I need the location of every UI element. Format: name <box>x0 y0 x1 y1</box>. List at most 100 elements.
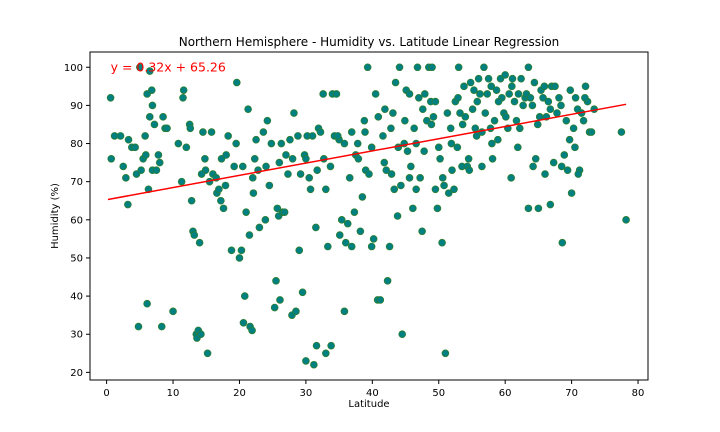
data-point <box>473 97 482 106</box>
data-point <box>237 246 246 255</box>
data-point <box>581 93 589 102</box>
data-point <box>441 349 450 358</box>
data-point <box>365 170 373 178</box>
data-point <box>519 101 527 110</box>
data-point <box>319 90 327 98</box>
data-point <box>245 231 254 239</box>
data-point <box>242 208 250 216</box>
data-point <box>203 349 212 358</box>
data-point <box>286 135 294 144</box>
y-tick-label: 20 <box>70 368 83 379</box>
data-point <box>298 288 307 297</box>
x-tick-label: 50 <box>432 388 445 399</box>
data-point <box>427 120 436 129</box>
data-point <box>471 124 480 133</box>
data-point <box>409 204 417 213</box>
data-point <box>137 166 145 175</box>
data-point <box>501 71 509 79</box>
data-point <box>275 158 284 167</box>
data-point <box>450 185 458 194</box>
regression-line <box>107 103 627 201</box>
data-point <box>448 166 456 175</box>
data-point <box>222 151 230 159</box>
data-point <box>412 185 420 194</box>
data-point <box>347 242 356 251</box>
data-point <box>312 223 320 232</box>
data-point <box>382 166 391 175</box>
data-point <box>562 116 571 125</box>
data-point <box>252 135 260 144</box>
data-point <box>502 113 510 121</box>
y-tick-label: 60 <box>70 215 83 226</box>
data-point <box>407 162 415 171</box>
data-point <box>361 128 369 136</box>
data-point <box>174 139 183 148</box>
data-point <box>513 143 522 152</box>
data-point <box>395 63 404 72</box>
regression-equation: y = 0.32x + 65.26 <box>111 59 226 74</box>
data-point <box>474 74 483 83</box>
data-point <box>232 139 240 148</box>
data-point <box>340 139 349 148</box>
data-point <box>551 82 559 91</box>
data-point <box>367 143 376 152</box>
data-point <box>259 128 268 136</box>
data-point <box>428 63 436 72</box>
data-point <box>219 204 228 213</box>
x-axis-label: Latitude <box>348 399 389 410</box>
data-point <box>356 227 365 236</box>
data-point <box>466 78 475 87</box>
data-point <box>367 242 376 251</box>
data-point <box>387 170 396 178</box>
data-point <box>240 292 249 300</box>
plot-frame <box>89 51 649 381</box>
data-point <box>391 78 400 87</box>
data-point <box>353 139 362 148</box>
data-point <box>332 90 341 98</box>
data-point <box>557 162 566 171</box>
data-point <box>310 360 318 369</box>
data-point <box>143 299 151 308</box>
data-point <box>261 216 270 224</box>
data-point <box>197 330 205 339</box>
data-point <box>487 82 496 91</box>
data-point <box>248 326 256 335</box>
data-point <box>429 113 438 121</box>
data-point <box>403 147 412 155</box>
data-point <box>517 74 525 83</box>
data-point <box>217 196 225 205</box>
data-point <box>555 93 563 102</box>
data-point <box>327 341 335 350</box>
data-point <box>145 113 154 121</box>
data-point <box>141 132 149 140</box>
data-point <box>446 124 455 133</box>
data-point <box>390 185 399 194</box>
data-point <box>280 208 289 216</box>
data-point <box>230 162 238 171</box>
data-point <box>431 97 440 106</box>
data-point <box>124 200 132 209</box>
data-point <box>295 246 304 255</box>
data-point <box>199 128 207 136</box>
data-point <box>302 154 310 163</box>
data-point <box>152 166 161 175</box>
data-point <box>238 162 247 171</box>
data-point <box>494 135 502 144</box>
data-point <box>313 166 321 175</box>
data-point <box>557 101 565 110</box>
data-point <box>531 154 540 163</box>
data-point <box>483 90 492 98</box>
data-point <box>277 139 286 148</box>
data-point <box>224 132 232 140</box>
data-point <box>617 128 626 136</box>
data-point <box>262 162 270 171</box>
data-point <box>302 357 310 365</box>
data-point <box>558 238 567 247</box>
data-point <box>397 181 405 190</box>
data-point <box>381 105 389 114</box>
data-point <box>270 303 279 312</box>
data-point <box>186 124 195 133</box>
y-tick-label: 50 <box>70 253 83 264</box>
data-point <box>294 132 302 140</box>
data-point <box>571 93 580 102</box>
